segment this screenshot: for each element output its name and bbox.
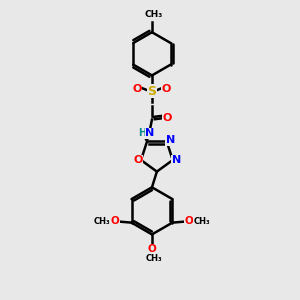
Text: O: O bbox=[133, 84, 142, 94]
Text: CH₃: CH₃ bbox=[94, 217, 110, 226]
Text: N: N bbox=[172, 155, 181, 165]
Text: O: O bbox=[110, 216, 119, 226]
Text: H: H bbox=[138, 128, 146, 138]
Text: S: S bbox=[148, 85, 157, 98]
Text: O: O bbox=[163, 112, 172, 123]
Text: N: N bbox=[166, 135, 175, 146]
Text: O: O bbox=[162, 84, 171, 94]
Text: O: O bbox=[148, 244, 156, 254]
Text: CH₃: CH₃ bbox=[194, 217, 210, 226]
Text: CH₃: CH₃ bbox=[146, 254, 162, 263]
Text: O: O bbox=[134, 155, 143, 165]
Text: CH₃: CH₃ bbox=[145, 10, 163, 19]
Text: O: O bbox=[185, 216, 194, 226]
Text: N: N bbox=[146, 128, 154, 138]
